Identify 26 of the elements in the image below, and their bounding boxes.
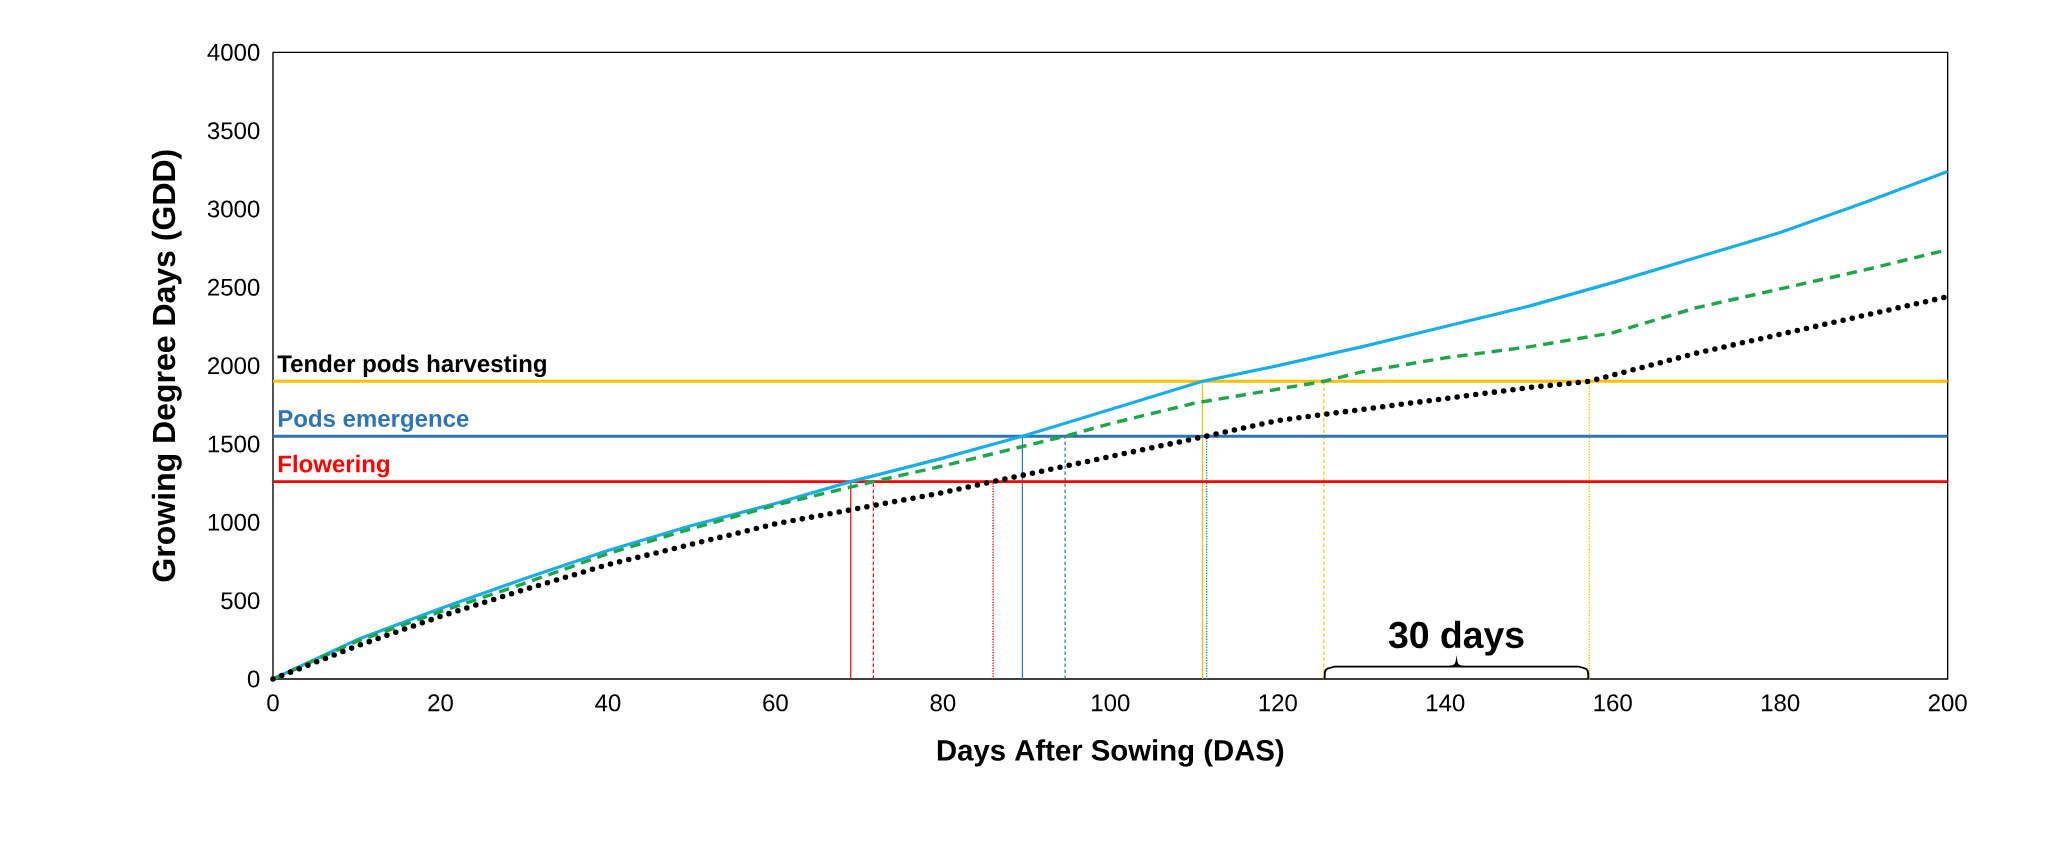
x-axis-title: Days After Sowing (DAS) xyxy=(937,739,1284,767)
y-tick-label: 1500 xyxy=(208,435,260,453)
y-axis-title: Growing Degree Days (GDD) xyxy=(151,150,182,582)
y-tick-label: 500 xyxy=(221,592,260,610)
x-tick-label: 40 xyxy=(595,694,621,712)
y-tick-label: 2000 xyxy=(208,357,260,375)
x-tick-label: 120 xyxy=(1259,694,1297,712)
y-tick-label: 3500 xyxy=(207,122,260,140)
x-tick-label: 200 xyxy=(1928,694,1967,712)
annotation: 30 days xyxy=(1388,620,1524,656)
x-tick-label: 60 xyxy=(763,694,788,712)
x-tick-label: 100 xyxy=(1092,694,1130,712)
x-tick-label: 80 xyxy=(930,694,956,712)
y-tick-label: 3000 xyxy=(207,200,260,218)
y-tick-label: 4000 xyxy=(207,43,260,61)
x-tick-label: 0 xyxy=(267,694,279,712)
ref-line-label: Pods emergence xyxy=(278,409,469,432)
y-tick-label: 0 xyxy=(247,670,260,688)
ref-line-label: Tender pods harvesting xyxy=(277,354,546,378)
x-tick-label: 180 xyxy=(1761,694,1800,712)
x-tick-label: 20 xyxy=(428,694,453,712)
y-tick-label: 1000 xyxy=(208,513,260,531)
x-tick-label: 160 xyxy=(1594,694,1632,712)
ref-line-label: Flowering xyxy=(278,454,390,478)
x-tick-label: 140 xyxy=(1427,694,1465,712)
y-tick-label: 2500 xyxy=(208,278,260,296)
